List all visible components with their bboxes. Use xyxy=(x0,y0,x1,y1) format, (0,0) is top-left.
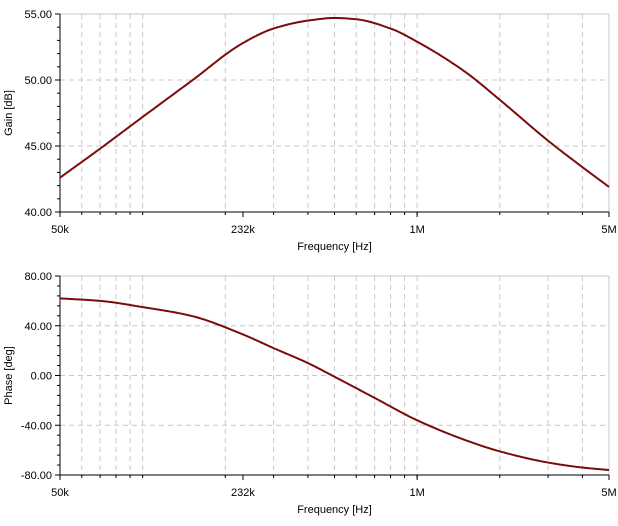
phase-y-tick-label: 40.00 xyxy=(24,321,52,333)
phase-x-tick-label: 232k xyxy=(231,487,255,499)
phase-y-tick-label: 0.00 xyxy=(31,371,52,383)
gain-y-tick-label: 50.00 xyxy=(24,75,52,87)
gain-y-tick-label: 45.00 xyxy=(24,141,52,153)
gain-gridlines xyxy=(60,14,609,212)
phase-chart: -80.00 -40.00 0.00 40.00 80.00 50k 232k 1M 5M Fre… xyxy=(3,271,617,516)
gain-x-tick-label: 232k xyxy=(231,224,255,236)
gain-y-tick-label: 40.00 xyxy=(24,207,52,219)
gain-chart: 40.00 45.00 50.00 55.00 50k 232k 1M 5M Frequency… xyxy=(3,9,617,253)
gain-x-tick-label: 50k xyxy=(51,224,69,236)
phase-x-tick-label: 1M xyxy=(409,487,424,499)
gain-x-axis-label: Frequency [Hz] xyxy=(297,241,372,253)
phase-y-tick-label: -80.00 xyxy=(21,470,52,482)
phase-gridlines xyxy=(60,276,609,475)
gain-y-axis-label: Gain [dB] xyxy=(3,90,15,136)
phase-y-tick-label: -40.00 xyxy=(21,420,52,432)
gain-x-tick-label: 1M xyxy=(409,224,424,236)
gain-x-tick-label: 5M xyxy=(601,224,616,236)
phase-x-tick-label: 50k xyxy=(51,487,69,499)
phase-y-axis-label: Phase [deg] xyxy=(3,346,15,405)
phase-y-tick-label: 80.00 xyxy=(24,271,52,283)
phase-x-tick-label: 5M xyxy=(601,487,616,499)
phase-x-axis-label: Frequency [Hz] xyxy=(297,504,372,516)
gain-y-tick-label: 55.00 xyxy=(24,9,52,21)
